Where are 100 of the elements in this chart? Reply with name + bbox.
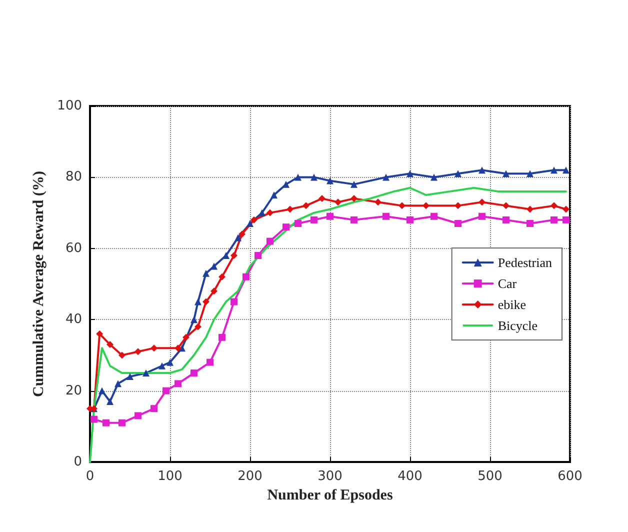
- point: [98, 387, 106, 394]
- point: [106, 341, 114, 348]
- line-series: [89, 186, 567, 463]
- point: [302, 202, 310, 210]
- point: [126, 373, 134, 380]
- x-tick-label: 400: [398, 469, 422, 484]
- legend-label: Car: [498, 276, 518, 291]
- y-tick-label: 100: [57, 98, 82, 114]
- point: [254, 252, 262, 260]
- point: [134, 348, 142, 356]
- legend-label: Pedestrian: [498, 255, 552, 270]
- point: [430, 212, 438, 220]
- point: [150, 405, 158, 412]
- point: [210, 262, 218, 270]
- point: [382, 212, 390, 220]
- y-tick-label: 40: [65, 312, 82, 328]
- point: [158, 362, 166, 370]
- x-tick-label: 600: [558, 469, 582, 484]
- point: [202, 298, 210, 306]
- y-axis-title: Cummulative Average Reward (%): [30, 171, 47, 397]
- point: [478, 212, 486, 220]
- point: [454, 202, 462, 210]
- point: [430, 174, 438, 181]
- point: [350, 216, 358, 224]
- point: [230, 298, 238, 306]
- point: [406, 170, 414, 178]
- point: [190, 370, 198, 376]
- y-tick-label: 60: [65, 240, 82, 256]
- point: [398, 202, 406, 210]
- point: [150, 344, 158, 352]
- point: [194, 323, 202, 330]
- point: [526, 206, 534, 213]
- point: [114, 380, 122, 388]
- point: [374, 198, 382, 206]
- point: [234, 234, 242, 242]
- point: [310, 216, 318, 224]
- point: [334, 198, 342, 206]
- point: [502, 170, 510, 178]
- point: [190, 316, 198, 324]
- point: [266, 209, 274, 216]
- x-tick-label: 500: [478, 469, 502, 484]
- point: [230, 252, 238, 260]
- point: [550, 216, 558, 224]
- point: [562, 206, 570, 213]
- legend-label: Bicycle: [498, 318, 538, 333]
- point: [454, 220, 462, 227]
- point: [350, 180, 358, 188]
- x-tick-label: 200: [238, 469, 262, 484]
- x-axis-title: Number of Epsodes: [267, 487, 393, 504]
- point: [166, 358, 174, 366]
- point: [118, 419, 126, 426]
- point: [526, 220, 534, 227]
- point: [562, 216, 570, 224]
- point: [182, 334, 190, 341]
- point: [250, 216, 258, 224]
- x-tick-label: 0: [86, 469, 94, 484]
- point: [526, 170, 534, 178]
- point: [422, 202, 430, 210]
- point: [502, 202, 510, 210]
- point: [350, 195, 358, 202]
- point: [218, 334, 226, 341]
- point: [282, 180, 290, 188]
- point: [406, 216, 414, 224]
- point: [210, 288, 218, 295]
- point: [270, 192, 278, 198]
- point: [550, 202, 558, 210]
- point: [222, 252, 230, 260]
- point: [218, 273, 226, 280]
- point: [258, 209, 266, 216]
- point: [282, 224, 290, 231]
- point: [478, 198, 486, 206]
- point: [90, 416, 98, 423]
- point: [286, 206, 294, 213]
- point: [502, 216, 510, 224]
- point: [478, 166, 486, 174]
- x-tick-label: 100: [158, 469, 182, 484]
- x-tick-label: 300: [318, 469, 342, 484]
- point: [162, 387, 170, 394]
- point: [174, 344, 182, 352]
- point: [266, 238, 274, 245]
- y-tick-label: 0: [74, 454, 82, 470]
- y-tick-label: 80: [65, 170, 82, 185]
- y-tick-label: 20: [65, 383, 82, 398]
- point: [246, 220, 254, 227]
- point: [310, 174, 318, 181]
- point: [242, 273, 250, 280]
- point: [174, 380, 182, 388]
- point: [202, 270, 210, 277]
- point: [294, 174, 302, 181]
- point: [326, 177, 334, 184]
- point: [96, 330, 104, 338]
- point: [134, 412, 142, 420]
- point: [118, 352, 126, 359]
- point: [238, 230, 246, 238]
- point: [206, 358, 214, 366]
- point: [454, 170, 462, 178]
- point: [550, 166, 558, 174]
- point: [106, 398, 114, 405]
- point: [382, 174, 390, 181]
- point: [102, 419, 110, 426]
